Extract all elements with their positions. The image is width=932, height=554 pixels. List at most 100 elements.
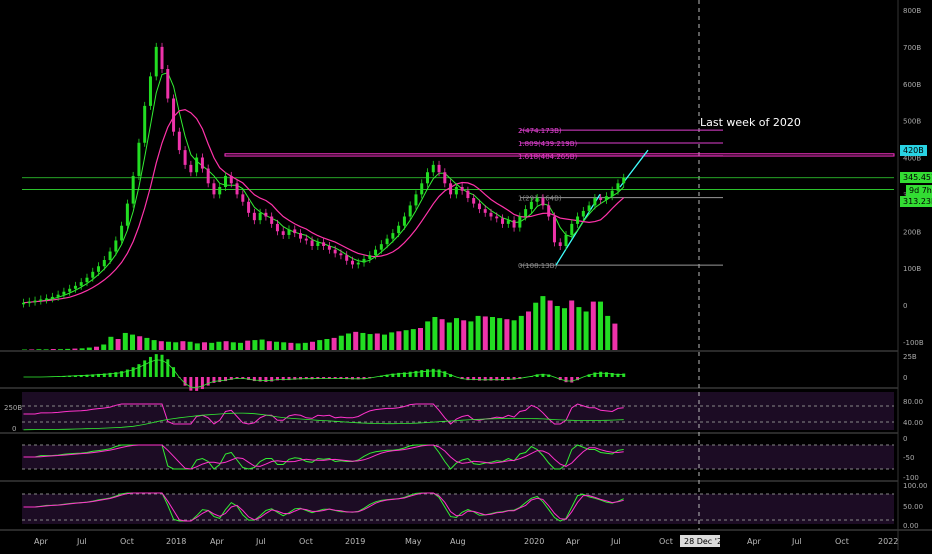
volume-bar (490, 317, 495, 350)
macd-hist-bar (605, 372, 608, 377)
volume-bar (101, 345, 106, 351)
volume-bar (245, 341, 250, 350)
price-tick-label: 0 (903, 302, 907, 310)
candle-body (201, 158, 204, 169)
candle-body (461, 187, 464, 191)
candle-body (282, 231, 285, 235)
candle-body (611, 191, 614, 197)
candle-body (259, 213, 262, 220)
price-tick-label: 100B (903, 265, 921, 273)
volume-bar (288, 343, 293, 350)
volume-bar (152, 340, 157, 350)
x-tick-label: Oct (659, 537, 673, 546)
x-tick-label: Apr (210, 537, 225, 546)
x-tick-label: Oct (299, 537, 313, 546)
volume-bar (216, 342, 221, 350)
candle-body (339, 253, 342, 255)
volume-bar (540, 296, 545, 350)
candle-body (236, 183, 239, 194)
candle-body (582, 211, 585, 217)
stoch-tick-label: 100.00 (903, 482, 928, 490)
volume-bar (281, 342, 286, 350)
candle-body (443, 172, 446, 183)
candle-body (524, 209, 527, 216)
candle-body (357, 263, 360, 265)
stoch-tick-label: 50.00 (903, 503, 923, 511)
volume-bar (389, 332, 394, 350)
volume-bar (591, 302, 596, 350)
rsi-tick-label: 40.00 (903, 419, 923, 427)
candle-body (565, 235, 568, 246)
volume-bar (188, 342, 193, 350)
candle-body (137, 143, 140, 176)
volume-bar (108, 337, 113, 350)
macd-hist-bar (426, 369, 429, 377)
candle-body (426, 172, 429, 183)
willr-tick-label: 0 (903, 435, 907, 443)
macd-tick-label: 25B (903, 353, 917, 361)
price-tick-label: 800B (903, 7, 921, 15)
candle-body (253, 213, 256, 220)
macd-hist-bar (409, 372, 412, 377)
macd-hist-bar (132, 367, 135, 377)
candle-body (414, 194, 417, 205)
x-tick-label: Aug (450, 537, 466, 546)
candle-body (22, 303, 25, 305)
candle-body (45, 298, 48, 300)
x-tick-label: Jul (76, 537, 87, 546)
volume-bar (504, 319, 509, 350)
candle-body (368, 255, 371, 259)
candle-body (74, 286, 77, 289)
fib-label: 0(108.13B) (518, 262, 557, 270)
price-tick-label: 200B (903, 228, 921, 236)
x-tick-label: Apr (747, 537, 762, 546)
macd-hist-bar (189, 377, 192, 391)
volume-bar (526, 312, 531, 351)
x-tick-label: Oct (120, 537, 134, 546)
candle-body (391, 233, 394, 239)
candle-body (224, 176, 227, 187)
volume-bar (533, 303, 538, 350)
price-badge-countdown: 9d 7h (906, 185, 932, 196)
volume-bar (476, 316, 481, 350)
candle-body (299, 233, 302, 239)
candle-body (195, 158, 198, 173)
candle-body (120, 226, 123, 241)
volume-bar (202, 342, 207, 350)
volume-bar (324, 339, 329, 350)
candle-body (518, 217, 521, 228)
candle-body (455, 187, 458, 194)
candle-body (109, 252, 112, 260)
volume-bar (87, 348, 92, 350)
volume-bar (94, 347, 99, 350)
macd-hist-bar (143, 360, 146, 377)
volume-bar (310, 342, 315, 350)
volume-bar (418, 328, 423, 350)
fib-label: 2(474.173B) (518, 127, 562, 135)
candle-body (593, 198, 596, 205)
candle-body (599, 198, 602, 200)
volume-bar (562, 308, 567, 350)
volume-bar (584, 312, 589, 351)
volume-bar (130, 335, 135, 350)
candle-body (328, 246, 331, 250)
candle-body (178, 132, 181, 150)
candle-body (478, 204, 481, 210)
price-badge-420: 420B (900, 145, 927, 156)
candle-body (287, 229, 290, 235)
candle-body (576, 217, 579, 224)
macd-layer (24, 354, 626, 391)
volume-bar (425, 321, 430, 350)
volume-bar (260, 340, 265, 350)
candle-body (161, 47, 164, 69)
x-tick-label: Jul (255, 537, 266, 546)
volume-bar (267, 341, 272, 350)
volume-bar (231, 342, 236, 350)
candle-body (311, 240, 314, 246)
volume-bar (137, 336, 142, 350)
price-badge-313: 313.23B (900, 196, 932, 207)
price-badge-345: 345.457B (900, 172, 932, 183)
macd-hist-bar (438, 369, 441, 377)
